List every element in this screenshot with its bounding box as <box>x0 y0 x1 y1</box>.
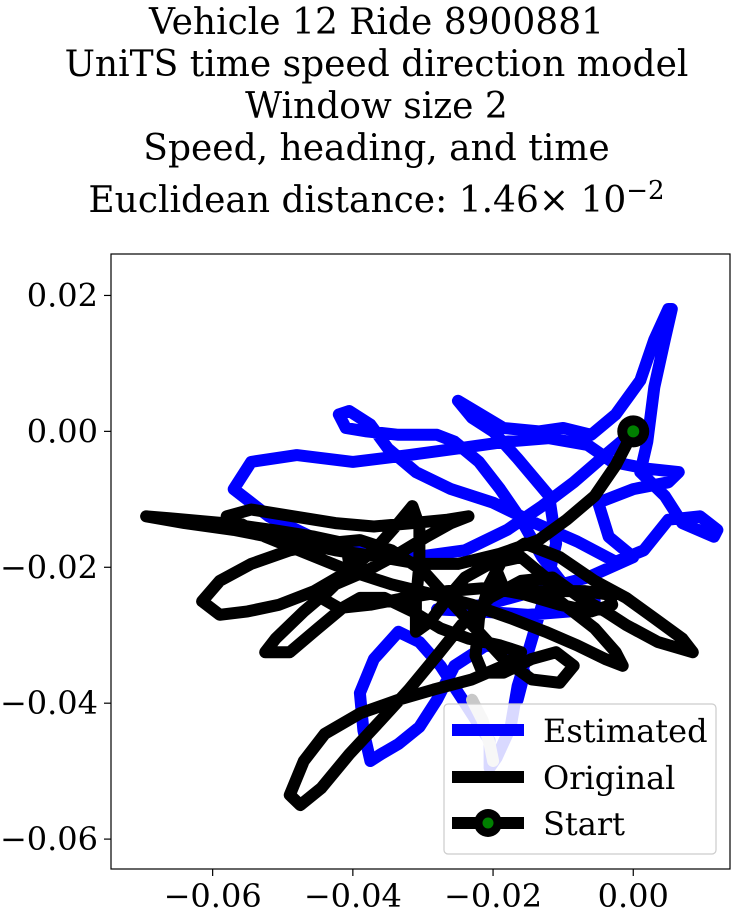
legend: Estimated Original Start <box>444 704 716 854</box>
x-tick-label: −0.06 <box>164 877 262 915</box>
x-tick-label: −0.04 <box>304 877 402 915</box>
y-tick-label: 0.02 <box>27 276 98 314</box>
x-tick-label: −0.02 <box>444 877 542 915</box>
x-axis: −0.06 −0.04 −0.02 0.00 <box>164 869 669 915</box>
y-tick-label: −0.04 <box>0 684 98 722</box>
legend-label-start: Start <box>543 805 625 843</box>
y-axis: 0.02 0.00 −0.02 −0.04 −0.06 <box>0 276 111 858</box>
y-tick-label: −0.06 <box>0 820 98 858</box>
start-marker-dot <box>627 425 639 437</box>
y-tick-label: 0.00 <box>27 412 98 450</box>
legend-label-estimated: Estimated <box>543 712 708 750</box>
legend-start-marker-dot <box>483 818 494 829</box>
x-tick-label: 0.00 <box>598 877 669 915</box>
y-tick-label: −0.02 <box>0 548 98 586</box>
legend-label-original: Original <box>543 759 675 797</box>
